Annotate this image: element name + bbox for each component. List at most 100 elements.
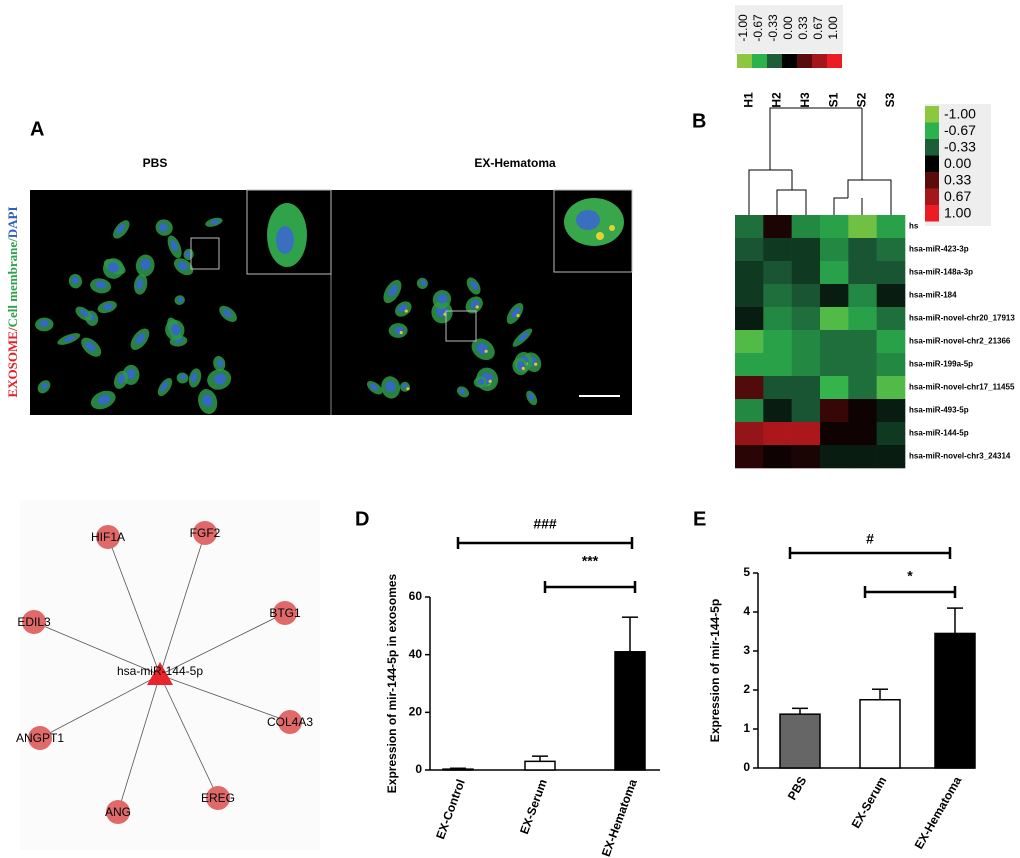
nucleus	[170, 240, 178, 252]
nucleus	[140, 259, 151, 271]
heat-cell	[791, 307, 821, 331]
heat-cell	[763, 238, 792, 262]
heat-cell	[763, 330, 792, 354]
colorbar-swatch	[925, 139, 939, 156]
row-label: hsa-miR-493-5p	[909, 406, 969, 415]
nucleus	[126, 368, 136, 379]
heat-cell	[876, 445, 906, 469]
nucleus	[79, 309, 89, 317]
nucleus	[190, 372, 198, 383]
gene-label: EREG	[201, 791, 235, 805]
nucleus	[39, 320, 50, 327]
bar	[934, 632, 976, 769]
nucleus	[116, 223, 125, 234]
column-label: H1	[741, 92, 755, 108]
cells	[35, 217, 542, 414]
nucleus	[222, 309, 232, 318]
row-label: hsa-miR-423-3p	[909, 245, 969, 254]
nucleus	[41, 382, 48, 390]
x-tick-label: EX-Serum	[849, 774, 890, 831]
heat-cell	[876, 399, 906, 423]
nucleus	[369, 383, 378, 391]
bar	[524, 760, 556, 771]
colorbar-label: 0.00	[781, 16, 795, 40]
gene-label: COL4A3	[267, 715, 313, 729]
gene-label: ANGPT1	[16, 731, 64, 745]
significance-label: ###	[533, 516, 557, 532]
colorbar-label: 0.67	[944, 188, 971, 204]
column-label: H2	[770, 92, 784, 108]
nucleus	[202, 394, 213, 407]
colorbar-swatch	[925, 172, 939, 189]
colorbar-swatch	[782, 54, 797, 68]
y-tick-label: 5	[743, 565, 750, 579]
exosome	[534, 362, 538, 366]
colorbar-label: 0.00	[944, 155, 971, 171]
nucleus	[178, 297, 184, 303]
exosome	[484, 349, 488, 353]
heat-cell	[820, 330, 849, 354]
y-tick-label: 0	[415, 762, 422, 776]
nucleus	[388, 284, 398, 297]
colorbar-label: -0.33	[944, 139, 976, 155]
significance-bracket	[788, 547, 952, 559]
row-label: hsa-miR-novel-chr17_11455	[909, 383, 1015, 392]
edge	[39, 674, 161, 739]
gene-label: HIF1A	[91, 530, 125, 544]
heat-cell	[791, 238, 821, 262]
colorbar-label: 0.33	[796, 16, 810, 40]
heat-cell	[763, 422, 792, 446]
heat-cell	[820, 261, 849, 285]
heat-cell	[820, 307, 849, 331]
heat-cell	[876, 376, 906, 400]
gene-label: FGF2	[190, 526, 221, 540]
heat-cell	[735, 353, 764, 377]
y-tick-label: 40	[409, 647, 423, 661]
gene-node	[22, 610, 46, 634]
heat-cell	[848, 284, 877, 308]
y-tick-label: 2	[743, 682, 750, 696]
edge	[159, 612, 286, 676]
heat-cell	[848, 330, 877, 354]
colorbar-swatch	[797, 54, 812, 68]
heat-cell	[735, 330, 764, 354]
exosome	[399, 330, 403, 335]
nucleus	[217, 359, 224, 368]
colorbar-swatch	[752, 54, 767, 68]
heat-cell	[848, 376, 877, 400]
exosome	[406, 387, 410, 391]
nucleus	[385, 380, 396, 393]
colorbar-label: -0.67	[944, 122, 976, 138]
heat-cell	[791, 261, 821, 285]
heat-cell	[876, 330, 906, 354]
bar	[614, 651, 646, 771]
colorbar-label: 0.67	[811, 16, 825, 40]
edge	[159, 532, 206, 676]
y-tick-label: 60	[409, 589, 423, 603]
gene-node	[278, 710, 302, 734]
nucleus	[117, 374, 126, 384]
nucleus	[158, 222, 168, 232]
gene-label: EDIL3	[17, 615, 51, 629]
colorbar-swatch	[925, 205, 939, 222]
edge	[107, 536, 161, 676]
exosome	[404, 309, 408, 313]
zoom-box	[445, 310, 477, 342]
colorbar-swatch	[812, 54, 827, 68]
colorbar-label: -0.67	[751, 14, 765, 42]
colorbar-swatch	[767, 54, 782, 68]
bar	[442, 768, 474, 771]
heat-cell	[876, 422, 906, 446]
nucleus	[71, 276, 79, 284]
heat-cell	[848, 215, 877, 239]
heat-cell	[735, 445, 764, 469]
nucleus	[170, 324, 181, 336]
nucleus	[97, 394, 111, 405]
mirna-label: hsa-miR-144-5p	[117, 664, 203, 678]
nucleus	[136, 278, 144, 290]
heat-cell	[820, 215, 849, 239]
nucleus	[179, 374, 186, 380]
heat-cell	[735, 284, 764, 308]
heat-cell	[820, 284, 849, 308]
colorbar-swatch	[827, 54, 842, 68]
